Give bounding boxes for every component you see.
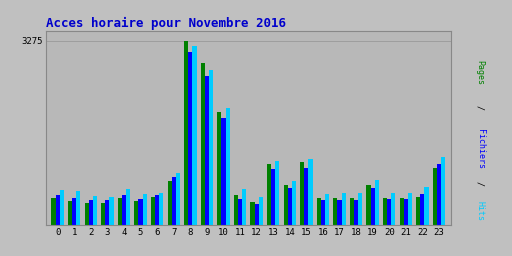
Bar [308,159,312,225]
Bar [221,118,225,225]
Bar [234,195,238,225]
Bar [93,196,97,225]
Bar [321,200,325,225]
Bar [399,198,404,225]
Bar [433,168,437,225]
Bar [333,198,337,225]
Bar [184,41,188,225]
Bar [193,46,197,225]
Bar [122,195,126,225]
Bar [56,195,60,225]
Bar [209,70,213,225]
Bar [304,168,308,225]
Bar [271,169,275,225]
Bar [60,190,64,225]
Bar [238,199,242,225]
Text: Fichiers: Fichiers [476,129,484,169]
Bar [155,195,159,225]
Bar [342,193,346,225]
Bar [72,198,76,225]
Bar [259,197,263,225]
Bar [52,198,56,225]
Bar [217,112,221,225]
Bar [267,164,271,225]
Bar [416,197,420,225]
Bar [167,181,172,225]
Bar [300,162,304,225]
Bar [201,63,205,225]
Bar [441,157,445,225]
Bar [420,194,424,225]
Bar [68,201,72,225]
Bar [105,200,110,225]
Bar [408,193,412,225]
Text: /: / [476,176,484,191]
Bar [250,201,254,225]
Bar [84,203,89,225]
Bar [76,191,80,225]
Bar [126,189,130,225]
Bar [424,187,429,225]
Text: Hits: Hits [476,201,484,221]
Bar [159,193,163,225]
Bar [391,193,395,225]
Bar [437,164,441,225]
Bar [387,199,391,225]
Bar [404,199,408,225]
Text: Pages: Pages [476,60,484,85]
Text: Acces horaire pour Novembre 2016: Acces horaire pour Novembre 2016 [46,16,286,29]
Bar [367,185,371,225]
Bar [288,188,292,225]
Bar [172,177,176,225]
Bar [350,198,354,225]
Bar [317,198,321,225]
Bar [358,193,362,225]
Bar [110,197,114,225]
Bar [134,201,139,225]
Bar [354,200,358,225]
Bar [151,197,155,225]
Bar [225,108,230,225]
Bar [275,161,280,225]
Bar [118,198,122,225]
Bar [371,188,375,225]
Bar [292,181,296,225]
Bar [383,198,387,225]
Bar [101,203,105,225]
Bar [205,76,209,225]
Bar [284,185,288,225]
Text: /: / [476,100,484,115]
Bar [254,204,259,225]
Bar [242,189,246,225]
Bar [375,180,379,225]
Bar [176,173,180,225]
Bar [89,200,93,225]
Bar [325,194,329,225]
Bar [143,194,147,225]
Bar [139,199,143,225]
Bar [188,52,193,225]
Bar [337,200,342,225]
